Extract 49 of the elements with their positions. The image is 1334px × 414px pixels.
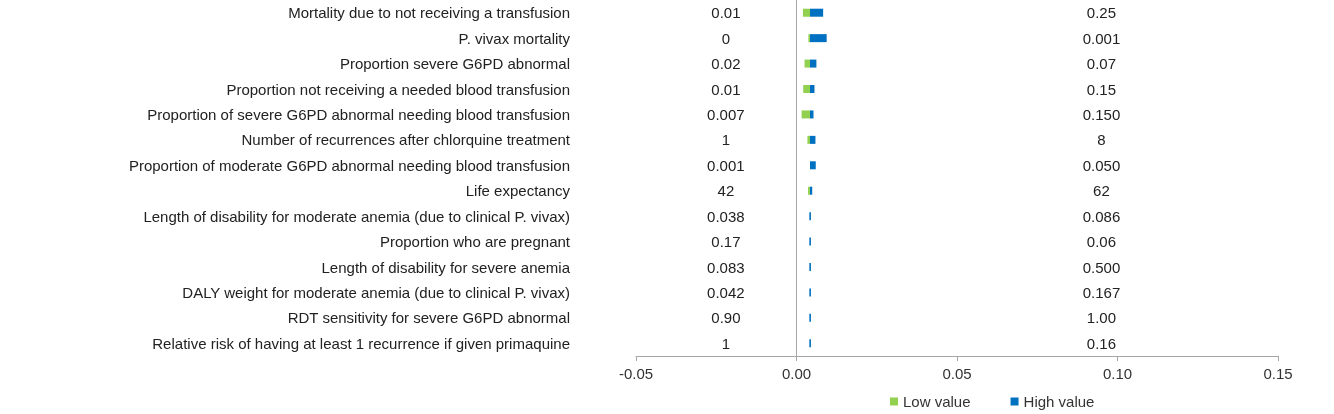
y-tick-label: Life expectancy <box>465 182 571 200</box>
annotation: 0.050 <box>1082 156 1121 174</box>
annotation: 1 <box>721 131 731 149</box>
y-tick-label: Proportion severe G6PD abnormal <box>339 55 570 73</box>
y-tick-label: RDT sensitivity for severe G6PD abnormal <box>287 309 570 327</box>
annotation: 0.038 <box>707 207 745 225</box>
annotation: 0.01 <box>711 4 741 22</box>
annotation: 0.083 <box>707 258 745 276</box>
annotation: 0.02 <box>711 55 741 73</box>
annotation: 0.16 <box>1086 334 1117 352</box>
y-tick-label: Length of disability for severe anemia <box>321 258 571 276</box>
annotation: 0.07 <box>1086 55 1117 73</box>
x-tick-label: 0.15 <box>1263 365 1293 382</box>
annotation: 0.15 <box>1086 80 1117 98</box>
annotation: 0.25 <box>1086 4 1117 22</box>
annotation: 0.06 <box>1086 233 1117 251</box>
y-tick-label: DALY weight for moderate anemia (due to clinical P. vivax) <box>182 283 570 301</box>
x-tick-label: 0.00 <box>781 365 812 382</box>
y-tick-label: Proportion of severe G6PD abnormal needing blood transfusion <box>147 105 570 123</box>
y-tick-label: P. vivax mortality <box>458 29 571 47</box>
annotation: 8 <box>1097 131 1106 149</box>
y-tick-label: Relative risk of having at least 1 recurrence if given primaquine <box>152 334 570 352</box>
annotation: 1.00 <box>1086 309 1117 327</box>
annotation: 42 <box>717 182 735 200</box>
x-tick-label: 0.05 <box>942 365 972 382</box>
y-tick-label: Length of disability for moderate anemia (due to clinical P. vivax) <box>143 207 570 225</box>
y-tick-label: Mortality due to not receiving a transfusion <box>288 4 570 22</box>
annotation: 0.007 <box>707 105 745 123</box>
y-tick-label: Number of recurrences after chlorquine treatment <box>241 131 571 149</box>
legend-label: High value <box>1023 393 1095 410</box>
y-tick-label: Proportion not receiving a needed blood transfusion <box>226 80 570 98</box>
annotation: 0 <box>721 29 731 47</box>
y-tick-label: Proportion who are pregnant <box>379 233 571 251</box>
annotation: 0.17 <box>711 233 741 251</box>
annotation: 0.042 <box>707 283 745 301</box>
annotation: 0.001 <box>1082 29 1121 47</box>
annotation: 0.90 <box>711 309 741 327</box>
x-tick-label: 0.10 <box>1102 365 1133 382</box>
x-tick-label: -0.05 <box>618 365 654 382</box>
legend-label: Low value <box>903 393 971 410</box>
annotation: 0.500 <box>1082 258 1121 276</box>
annotation: 0.167 <box>1082 283 1121 301</box>
annotation: 0.001 <box>707 156 745 174</box>
annotation: 0.01 <box>711 80 741 98</box>
annotation: 0.086 <box>1082 207 1121 225</box>
annotation: 1 <box>721 334 731 352</box>
annotation: 0.150 <box>1082 105 1121 123</box>
annotation: 62 <box>1093 182 1110 200</box>
y-tick-label: Proportion of moderate G6PD abnormal needing blood transfusion <box>128 156 570 174</box>
